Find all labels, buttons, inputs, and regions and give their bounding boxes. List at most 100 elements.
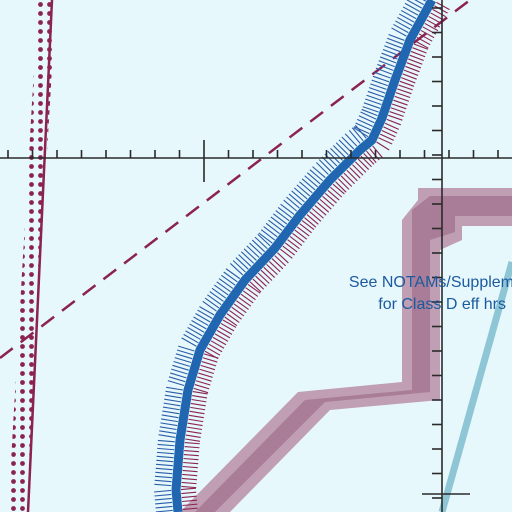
hatch-mark-magenta (274, 255, 287, 267)
hatch-mark-blue (384, 45, 401, 53)
hatch-mark-magenta (198, 372, 213, 378)
hatch-mark-blue (163, 402, 181, 407)
hatch-mark-blue (218, 278, 234, 289)
hatch-mark-blue (335, 142, 349, 156)
hatch-mark-magenta (203, 353, 219, 359)
hatch-mark-magenta (247, 283, 261, 294)
hatch-mark-blue (358, 115, 375, 124)
hatch-mark-blue (249, 242, 263, 256)
hatch-mark-magenta (306, 214, 319, 225)
hatch-mark-magenta (398, 84, 413, 91)
hatch-mark-magenta (391, 103, 407, 110)
hatch-mark-magenta (311, 208, 324, 219)
hatch-mark-magenta (181, 477, 197, 481)
hatch-mark-magenta (408, 58, 423, 65)
hatch-mark-blue (422, 0, 426, 2)
hatch-mark-magenta (424, 22, 439, 32)
hatch-mark-blue (159, 426, 177, 431)
hatch-mark-blue (304, 175, 318, 188)
hatch-mark-magenta (381, 130, 396, 138)
hatch-mark-blue (155, 467, 173, 471)
hatch-mark-magenta (196, 376, 212, 382)
hatch-mark-blue (306, 172, 321, 185)
hatch-mark-magenta (242, 290, 256, 301)
hatch-mark-blue (378, 60, 395, 68)
hatch-mark-magenta (240, 293, 254, 304)
hatch-mark-magenta (277, 252, 289, 264)
hatch-mark-magenta (324, 192, 337, 204)
hatch-mark-magenta (349, 167, 361, 179)
hatch-mark-blue (230, 263, 244, 276)
hatch-mark-blue (161, 414, 179, 419)
hatch-mark-magenta (208, 343, 223, 353)
hatch-mark-blue (207, 294, 222, 306)
hatch-mark-magenta (191, 398, 207, 403)
hatch-mark-magenta (436, 1, 450, 11)
hatch-mark-magenta (183, 461, 199, 465)
hatch-mark-magenta (260, 269, 273, 281)
hatch-mark-magenta (397, 88, 412, 95)
hatch-mark-blue (162, 410, 180, 415)
hatch-mark-blue (263, 226, 278, 238)
hatch-mark-blue (371, 79, 388, 87)
hatch-mark-blue (265, 222, 280, 235)
hatch-mark-blue (162, 406, 180, 411)
hatch-mark-blue (272, 213, 288, 225)
hatch-mark-blue (240, 251, 255, 264)
hatch-mark-blue (171, 368, 188, 375)
hatch-mark-blue (155, 471, 173, 475)
hatch-mark-magenta (335, 181, 347, 193)
hatch-mark-blue (301, 178, 316, 191)
hatch-mark-magenta (192, 391, 208, 395)
hatch-mark-blue (223, 271, 238, 283)
hatch-mark-blue (398, 13, 415, 23)
hatch-mark-magenta (366, 150, 377, 163)
hatch-mark-blue (382, 48, 400, 56)
hatch-mark-magenta (317, 202, 330, 213)
hatch-mark-blue (225, 268, 241, 280)
hatch-mark-blue (204, 297, 220, 309)
hatch-mark-magenta (343, 172, 355, 185)
hatch-mark-magenta (194, 384, 210, 390)
hatch-mark-blue (296, 184, 311, 197)
hatch-mark-magenta (289, 236, 303, 246)
hatch-mark-magenta (314, 205, 327, 216)
hatch-mark-magenta (220, 322, 235, 332)
hatch-mark-magenta (340, 175, 353, 187)
hatch-mark-blue (193, 316, 209, 326)
hatch-mark-magenta (187, 426, 203, 431)
hatch-mark-blue (395, 20, 411, 30)
hatch-mark-magenta (409, 54, 424, 61)
hatch-mark-blue (354, 124, 367, 139)
hatch-mark-blue (368, 87, 386, 94)
hatch-mark-blue (174, 357, 192, 364)
hatch-mark-blue (404, 2, 421, 13)
hatch-mark-blue (351, 127, 364, 142)
hatch-mark-blue (275, 210, 290, 222)
hatch-mark-magenta (294, 229, 308, 240)
hatch-mark-magenta (188, 418, 204, 423)
hatch-mark-blue (280, 203, 295, 215)
hatch-mark-blue (155, 505, 173, 509)
hatch-mark-blue (156, 455, 174, 459)
hatch-mark-blue (260, 229, 276, 241)
hatch-mark-magenta (319, 198, 332, 210)
hatch-mark-blue (406, 0, 423, 9)
hatch-mark-magenta (309, 211, 322, 222)
hatch-mark-blue (370, 83, 387, 90)
hatch-mark-magenta (384, 122, 400, 130)
hatch-mark-magenta (434, 5, 448, 14)
hatch-mark-magenta (193, 387, 209, 394)
class-c-shaded-boundary (180, 188, 512, 512)
hatch-mark-magenta (190, 406, 206, 411)
hatch-mark-magenta (354, 161, 367, 173)
hatch-mark-blue (254, 236, 268, 250)
hatch-mark-blue (391, 27, 407, 37)
hatch-mark-magenta (284, 242, 298, 253)
hatch-mark-magenta (337, 178, 350, 190)
hatch-mark-magenta (187, 422, 203, 427)
hatch-mark-magenta (183, 453, 199, 457)
hatch-mark-blue (154, 489, 172, 493)
